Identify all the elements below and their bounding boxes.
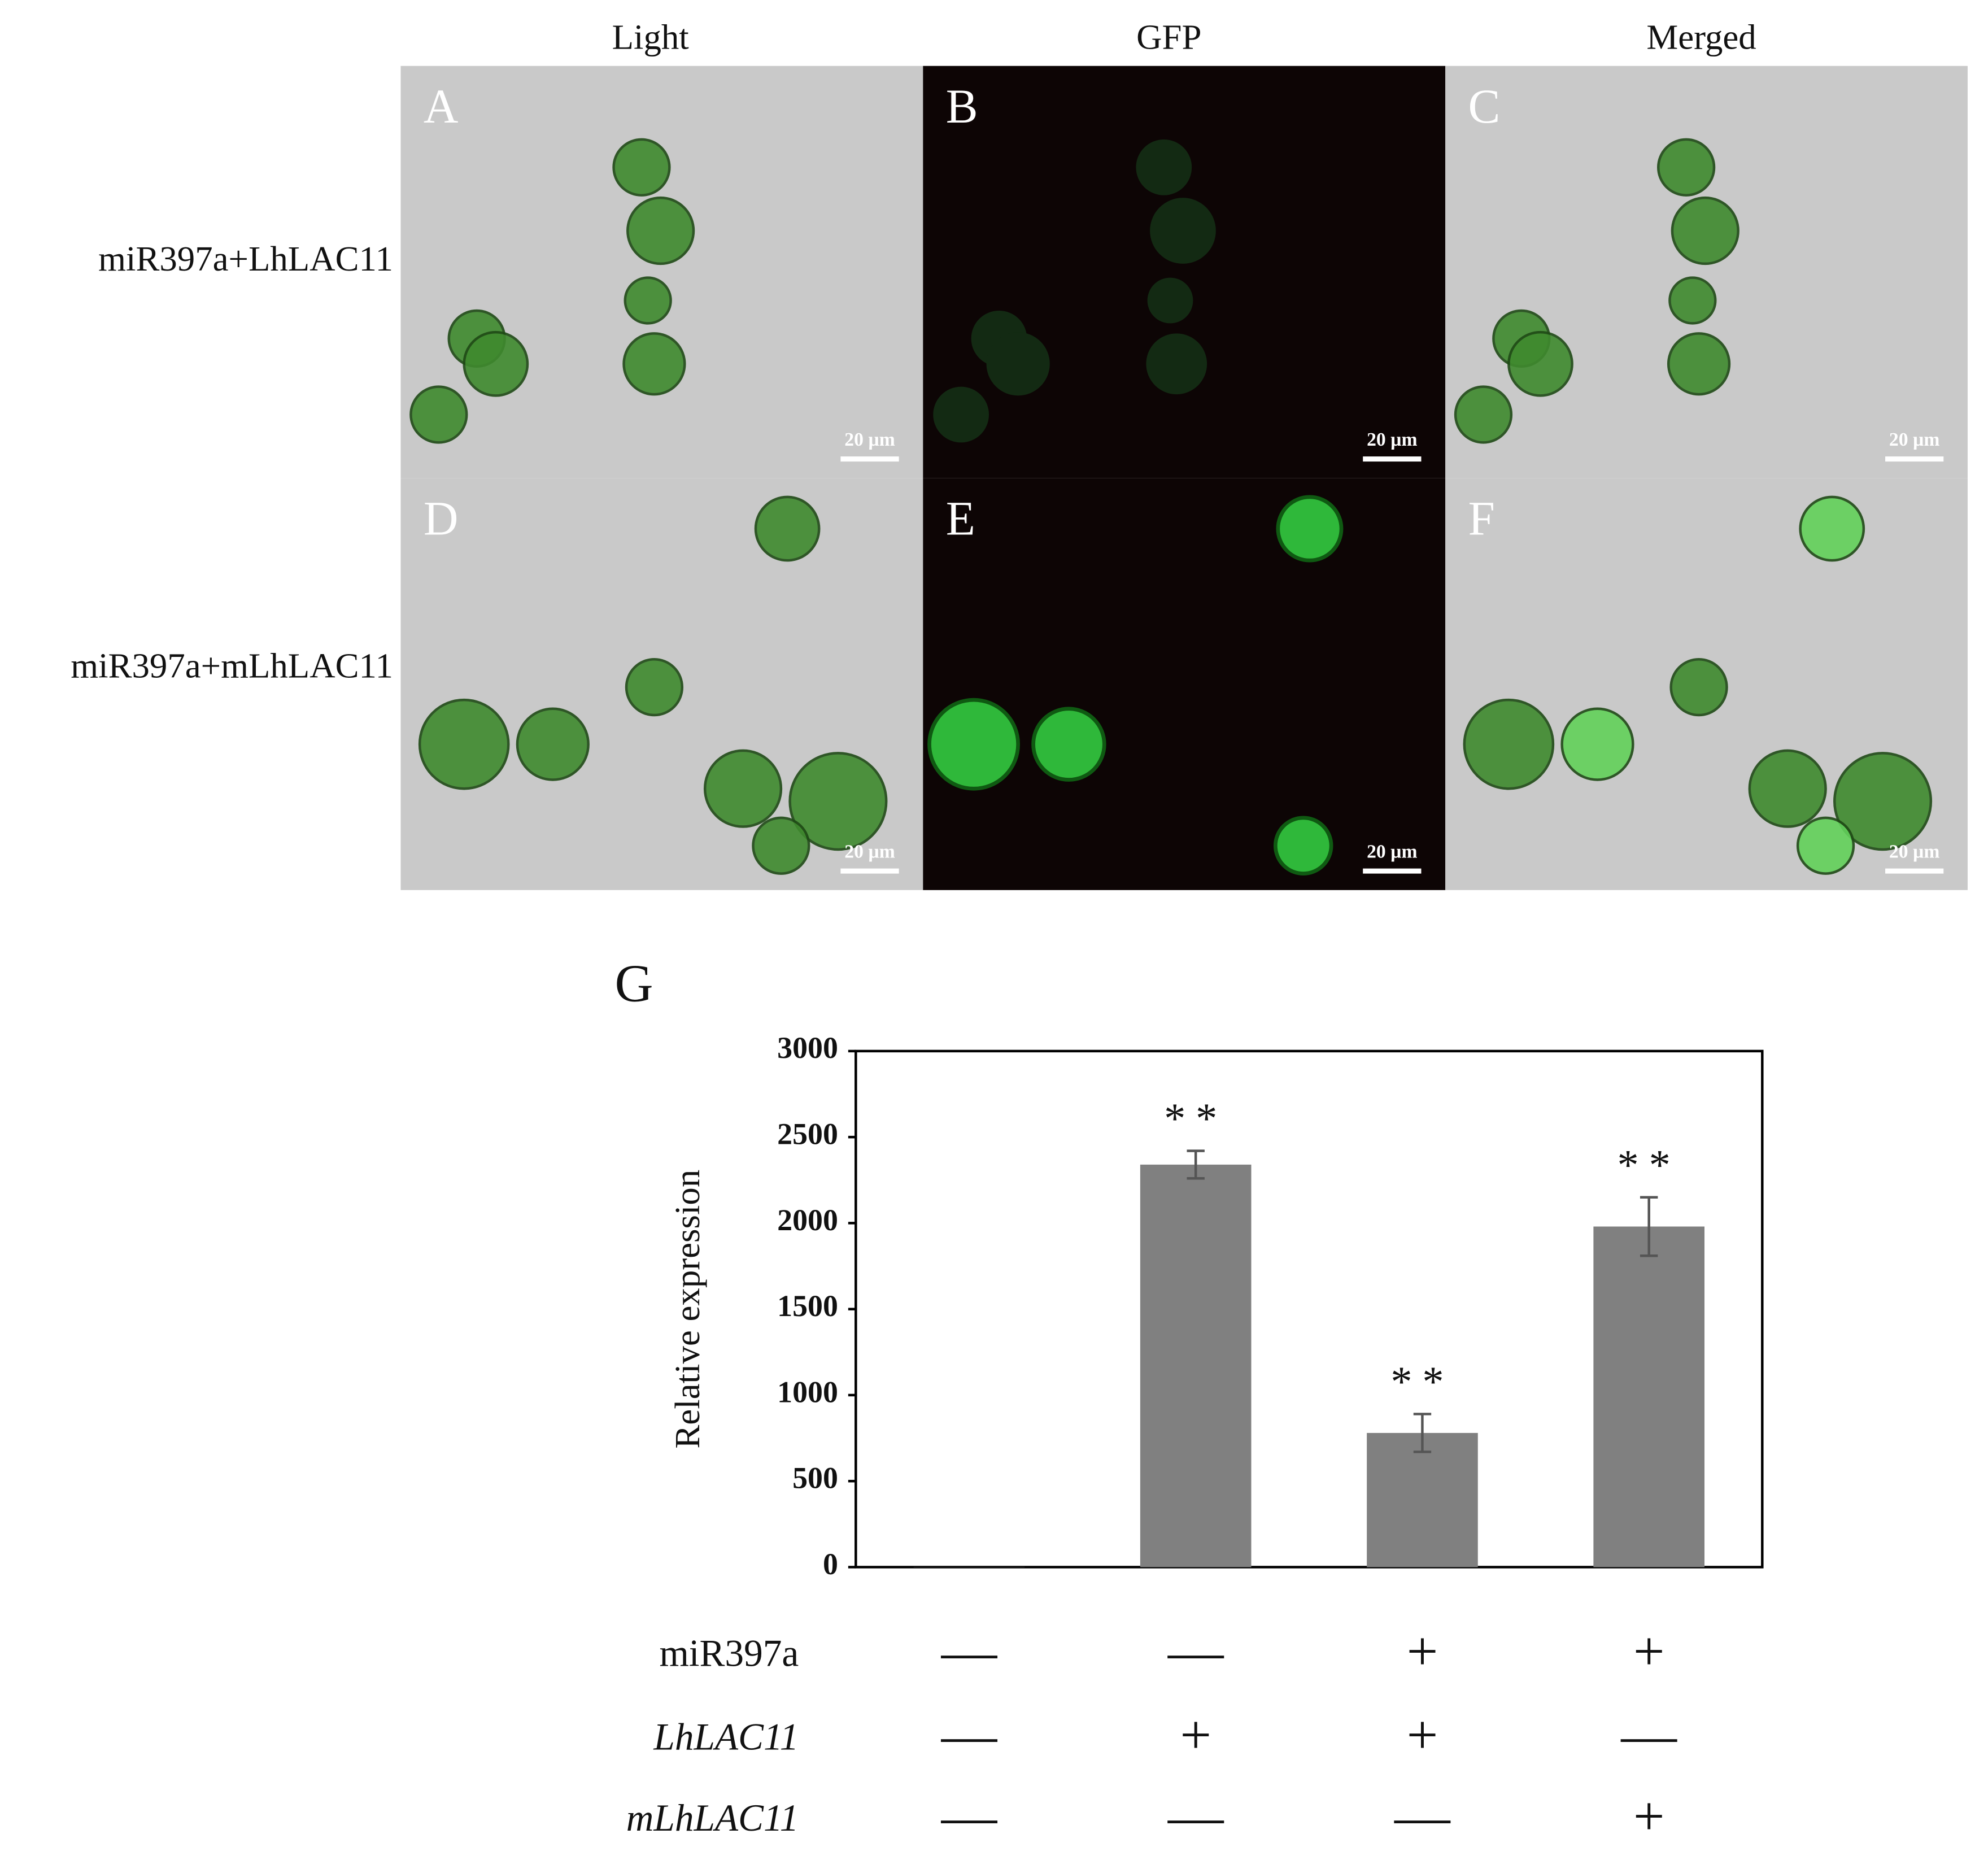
cell [1668, 276, 1717, 325]
cell [1796, 816, 1855, 875]
cell [1507, 330, 1573, 397]
condition-sign: — [1394, 1785, 1451, 1847]
gfp-cell [1150, 198, 1216, 264]
condition-sign: + [1633, 1621, 1665, 1683]
gfp-cell [1147, 277, 1193, 324]
significance-label: ** [1164, 1095, 1227, 1143]
gfp-cell [927, 698, 1021, 791]
y-axis-label: Relative expression [668, 1170, 707, 1449]
scale-bar-label: 20 µm [844, 429, 895, 450]
condition-sign: — [941, 1785, 998, 1847]
condition-sign: + [1633, 1785, 1665, 1847]
condition-sign: — [1167, 1621, 1224, 1683]
y-tick-label: 0 [823, 1547, 838, 1581]
bar [1593, 1226, 1704, 1567]
cell [612, 138, 671, 197]
bar [1367, 1432, 1478, 1567]
panel-letter: C [1468, 80, 1501, 133]
scale-bar-label: 20 µm [1367, 429, 1417, 450]
panel-letter: D [424, 493, 459, 546]
cell [1560, 707, 1634, 781]
cell [1833, 752, 1933, 851]
cell [754, 495, 821, 562]
gfp-cell [1031, 707, 1106, 782]
gfp-cell [1136, 139, 1192, 195]
cell [1463, 698, 1555, 790]
chart: 0 500 1000 1500 2000 2500 3000 Relative express… [626, 1031, 1764, 1847]
scale-bar-label: 20 µm [1367, 841, 1417, 862]
y-tick-label: 2500 [777, 1117, 838, 1151]
gfp-cell [986, 332, 1050, 396]
micrograph [400, 66, 923, 478]
row-label: miR397a+LhLAC11 [98, 239, 393, 278]
cell [409, 385, 468, 444]
cell [1669, 658, 1728, 717]
condition-sign: + [1407, 1621, 1438, 1683]
panel-letter: F [1468, 493, 1495, 546]
bar [1140, 1164, 1252, 1567]
cell [1799, 495, 1865, 562]
column-label: Light [612, 17, 690, 56]
cell [1656, 138, 1716, 197]
condition-sign: + [1407, 1705, 1438, 1766]
micrograph [1445, 66, 1968, 478]
condition-label: miR397a [659, 1632, 799, 1674]
y-tick-label: 1000 [777, 1375, 838, 1409]
scale-bar-label: 20 µm [844, 841, 895, 862]
cell [703, 749, 783, 828]
cell [622, 332, 686, 396]
gfp-cell [1273, 816, 1333, 875]
column-label: Merged [1646, 17, 1756, 56]
gfp-cell [1146, 333, 1207, 395]
cell [624, 276, 672, 325]
gfp-cell [933, 386, 989, 443]
cell [626, 196, 695, 265]
cell [516, 707, 590, 781]
cell [1748, 749, 1827, 828]
panel-letter: E [946, 493, 975, 546]
y-tick-label: 2000 [777, 1203, 838, 1237]
cell [418, 698, 510, 790]
y-tick-label: 1500 [777, 1289, 838, 1323]
y-tick-label: 3000 [777, 1031, 838, 1065]
scale-bar-label: 20 µm [1889, 841, 1939, 862]
condition-label: LhLAC11 [653, 1715, 799, 1758]
significance-label: ** [1618, 1141, 1681, 1189]
significance-label: ** [1390, 1358, 1454, 1406]
cell [752, 816, 810, 875]
cell [463, 330, 529, 397]
panel-letter: A [424, 80, 459, 133]
y-tick-label: 500 [792, 1461, 838, 1495]
condition-sign: — [1167, 1785, 1224, 1847]
condition-sign: — [941, 1705, 998, 1766]
micrographs: A 20 µm B 20 µm C 20 µm D 20 µm E 20 µm F 20 µm [400, 66, 1968, 890]
panel-letter: G [614, 955, 653, 1013]
cell [1667, 332, 1731, 396]
condition-label: mLhLAC11 [626, 1797, 799, 1839]
micrograph [923, 478, 1446, 890]
condition-sign: + [1180, 1705, 1211, 1766]
cell [625, 658, 684, 717]
row-label: miR397a+mLhLAC11 [71, 646, 393, 686]
condition-sign: — [941, 1621, 998, 1683]
scale-bar-label: 20 µm [1889, 429, 1939, 450]
condition-sign: — [1620, 1705, 1677, 1766]
column-label: GFP [1136, 17, 1201, 56]
cell [1671, 196, 1740, 265]
cell [1454, 385, 1513, 444]
cell [788, 752, 888, 851]
gfp-cell [1276, 495, 1344, 563]
panel-letter: B [946, 80, 978, 133]
micrograph [923, 66, 1446, 478]
